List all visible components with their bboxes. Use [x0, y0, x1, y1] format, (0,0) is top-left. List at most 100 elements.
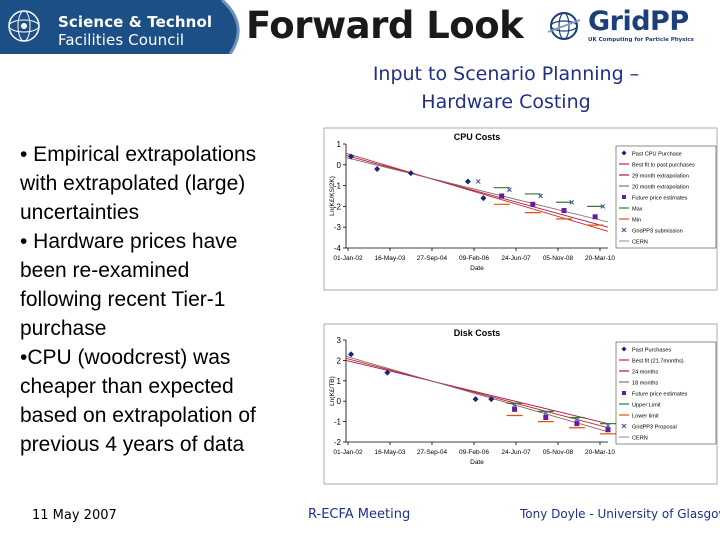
legend-marker — [622, 195, 626, 199]
data-point — [605, 427, 611, 433]
x-tick-label: 27-Sep-04 — [417, 255, 448, 262]
legend-marker — [621, 423, 627, 429]
fit-line — [345, 355, 609, 433]
legend-label: Future price estimates — [632, 196, 688, 202]
x-axis-label: Date — [470, 459, 484, 466]
bullet-line: been re-examined — [20, 259, 190, 282]
y-tick-label: 1 — [337, 140, 342, 149]
x-tick-label: 01-Jan-02 — [333, 449, 363, 456]
y-tick-label: 3 — [337, 336, 342, 345]
data-point — [512, 406, 518, 412]
chart-title: Disk Costs — [454, 328, 501, 338]
legend-label: Best fit (21.7months) — [632, 359, 684, 365]
bullet-text-block: • Empirical extrapolations with extrapol… — [20, 140, 310, 459]
gridpp-logo-block: GridPP UK Computing for Particle Physics — [544, 6, 714, 50]
footer-meeting: R-ECFA Meeting — [308, 507, 411, 522]
bullet-line: previous 4 years of data — [20, 433, 245, 456]
y-tick-label: 1 — [337, 377, 342, 386]
data-point — [574, 421, 580, 427]
bullet-line: uncertainties — [20, 201, 140, 224]
fit-line — [345, 357, 609, 429]
gridpp-name: GridPP — [588, 6, 689, 37]
legend-label: CERN — [632, 240, 648, 246]
bullet-line: cheaper than expected — [20, 375, 234, 398]
x-tick-label: 05-Nov-08 — [543, 449, 574, 456]
legend-label: Past Purchases — [632, 348, 671, 354]
stfc-logo-block: Science & Technology Facilities Council — [0, 0, 243, 54]
legend-label: 24 months — [632, 370, 658, 376]
legend-label: CERN — [632, 436, 648, 442]
y-tick-label: -3 — [334, 223, 342, 232]
legend-marker — [621, 227, 627, 233]
data-point — [512, 402, 517, 408]
bullet-line: with extrapolated (large) — [20, 172, 246, 195]
footer-date: 11 May 2007 — [32, 508, 117, 523]
x-tick-label: 20-Mar-10 — [585, 449, 615, 456]
y-tick-label: 2 — [337, 356, 342, 365]
bullet-line: purchase — [20, 317, 107, 340]
data-point — [488, 396, 495, 403]
data-point — [530, 201, 536, 207]
data-point — [538, 193, 543, 199]
legend-label: Min — [632, 218, 641, 224]
x-tick-label: 05-Nov-08 — [543, 255, 574, 262]
data-point — [348, 351, 355, 358]
data-point — [543, 411, 549, 416]
legend-box — [615, 145, 717, 249]
cpu-costs-chart: CPU Costs 1 0 -1 -2 -3 -4 01-Jan-02 16-May-03 27-… — [323, 127, 718, 291]
data-point — [475, 179, 481, 184]
legend-label: 29 month extrapolation — [632, 174, 689, 180]
data-point — [464, 178, 471, 185]
subtitle-line-2: Hardware Costing — [421, 91, 591, 113]
legend-marker — [621, 150, 627, 156]
data-point — [507, 187, 512, 193]
bullet-line: • Empirical extrapolations — [20, 143, 257, 166]
legend-label: Best fit to past purchases — [632, 163, 695, 169]
data-point — [561, 208, 567, 214]
banner-swoosh-decoration — [212, 0, 240, 54]
data-point — [574, 417, 580, 422]
footer-author: Tony Doyle - University of Glasgow — [520, 507, 720, 521]
legend-label: Future price estimates — [632, 392, 688, 398]
disk-costs-chart: Disk Costs 3 2 1 0 -1 -2 01-Jan-02 16-May-03 27-S… — [323, 323, 718, 485]
data-point — [384, 369, 391, 376]
legend-label: Past CPU Purchase — [632, 152, 682, 158]
y-axis-label: Ln(K£/KSI2K) — [329, 176, 336, 216]
y-tick-label: 0 — [337, 397, 342, 406]
legend-label: Lower limit — [632, 414, 659, 420]
bullet-line: following recent Tier-1 — [20, 288, 226, 311]
x-tick-label: 09-Feb-06 — [459, 449, 489, 456]
stfc-logo-icon — [8, 10, 40, 42]
data-point — [472, 396, 479, 403]
y-axis-label: Ln(K£/TB) — [329, 376, 336, 406]
header-banner: Science & Technology Facilities Council … — [0, 0, 720, 54]
legend-marker — [621, 346, 627, 352]
x-tick-label: 24-Jun-07 — [501, 449, 531, 456]
bullet-line: •CPU (woodcrest) was — [20, 346, 231, 369]
slide-title: Forward Look — [246, 4, 524, 47]
data-point — [499, 193, 505, 199]
legend-label: Upper Limit — [632, 403, 661, 409]
x-tick-label: 09-Feb-06 — [459, 255, 489, 262]
data-point — [605, 423, 611, 429]
y-tick-label: -2 — [334, 438, 342, 447]
org-name-line1: Science & Technology — [58, 13, 244, 31]
gridpp-tagline: UK Computing for Particle Physics — [588, 37, 694, 43]
bullet-line: • Hardware prices have — [20, 230, 238, 253]
y-tick-label: -1 — [334, 418, 342, 427]
legend-label: GridPP3 Proposal — [632, 425, 677, 431]
legend-label: 20 month extrapolation — [632, 185, 689, 191]
slide-subtitle: Input to Scenario Planning – Hardware Co… — [330, 60, 682, 116]
fit-line — [345, 359, 609, 425]
data-point — [480, 195, 487, 202]
chart-title: CPU Costs — [454, 132, 501, 142]
legend-label: Max — [632, 207, 643, 213]
x-tick-label: 24-Jun-07 — [501, 255, 531, 262]
gridpp-logo-icon — [547, 12, 581, 40]
org-name-line2: Facilities Council — [58, 31, 185, 49]
x-axis-label: Date — [470, 265, 484, 272]
legend-label: 18 months — [632, 381, 658, 387]
x-tick-label: 01-Jan-02 — [333, 255, 363, 262]
data-point — [407, 170, 414, 177]
data-point — [543, 415, 549, 421]
